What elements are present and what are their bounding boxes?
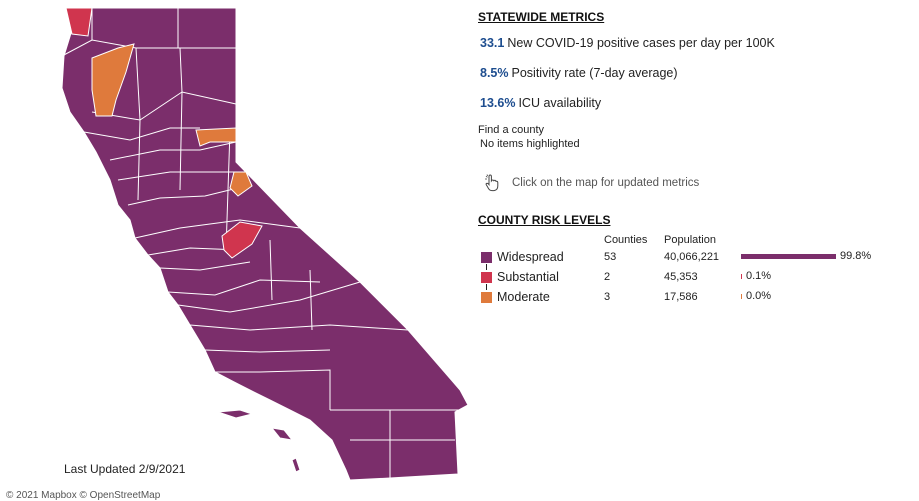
- risk-population: 40,066,221: [664, 251, 720, 263]
- metric-positivity-label: Positivity rate (7-day average): [511, 66, 678, 80]
- county-sierra[interactable]: [195, 127, 237, 147]
- risk-percent: 0.1%: [746, 270, 772, 282]
- statewide-metrics-heading: STATEWIDE METRICS: [478, 10, 605, 24]
- metric-positivity-value: 8.5%: [480, 66, 509, 80]
- risk-label: Substantial: [497, 270, 559, 284]
- substantial-swatch: [481, 272, 492, 283]
- risk-row-moderate[interactable]: Moderate 3 17,586 0.0%: [476, 290, 916, 306]
- find-county-field[interactable]: No items highlighted: [480, 138, 580, 150]
- county-del-norte[interactable]: [65, 7, 93, 37]
- find-county-label: Find a county: [478, 124, 545, 136]
- county-risk-heading: COUNTY RISK LEVELS: [478, 213, 611, 227]
- last-updated: Last Updated 2/9/2021: [64, 462, 186, 476]
- col-population: Population: [664, 234, 716, 246]
- risk-percent: 99.8%: [840, 250, 872, 262]
- hand-pointer-icon: [484, 174, 500, 192]
- moderate-swatch: [481, 292, 492, 303]
- highlighted-counties[interactable]: [65, 7, 263, 259]
- county-trinity[interactable]: [91, 43, 135, 117]
- map-hint: Click on the map for updated metrics: [484, 174, 699, 192]
- metric-icu-label: ICU availability: [518, 96, 602, 110]
- risk-count: 53: [604, 251, 617, 263]
- risk-population-bar: [741, 254, 836, 259]
- risk-row-substantial[interactable]: Substantial 2 45,353 0.1%: [476, 270, 916, 286]
- risk-label: Moderate: [497, 290, 550, 304]
- risk-population: 45,353: [664, 271, 698, 283]
- metrics-panel: STATEWIDE METRICS 33.1 New COVID-19 posit…: [476, 0, 916, 499]
- row-divider-tick: [486, 284, 487, 290]
- risk-count: 3: [604, 291, 611, 303]
- risk-label: Widespread: [497, 250, 564, 264]
- county-alpine[interactable]: [229, 171, 253, 197]
- metric-icu: 13.6% ICU availability: [480, 96, 601, 110]
- col-counties: Counties: [604, 234, 648, 246]
- island-santa-cruz[interactable]: [217, 409, 254, 419]
- row-divider-tick: [486, 264, 487, 270]
- metric-positivity: 8.5% Positivity rate (7-day average): [480, 66, 678, 80]
- island-santa-catalina[interactable]: [270, 427, 294, 441]
- metric-case-rate: 33.1 New COVID-19 positive cases per day …: [480, 36, 775, 50]
- map-hint-text: Click on the map for updated metrics: [512, 177, 700, 189]
- state-outline[interactable]: [61, 7, 469, 481]
- metric-icu-value: 13.6%: [480, 96, 516, 110]
- california-shape[interactable]: [61, 7, 469, 481]
- county-mariposa[interactable]: [221, 221, 263, 259]
- risk-population-bar: [741, 294, 742, 299]
- county-boundaries: [61, 8, 460, 478]
- risk-population-bar: [741, 274, 742, 279]
- risk-count: 2: [604, 271, 611, 283]
- metric-case-rate-label: New COVID-19 positive cases per day per …: [507, 36, 775, 50]
- california-county-map[interactable]: [0, 0, 470, 499]
- island-san-clemente[interactable]: [291, 457, 301, 473]
- risk-percent: 0.0%: [746, 290, 772, 302]
- risk-population: 17,586: [664, 291, 698, 303]
- map-canvas[interactable]: [0, 0, 470, 499]
- widespread-swatch: [481, 252, 492, 263]
- metric-case-rate-value: 33.1: [480, 36, 505, 50]
- map-attribution[interactable]: © 2021 Mapbox © OpenStreetMap: [6, 490, 161, 501]
- risk-row-widespread[interactable]: Widespread 53 40,066,221 99.8%: [476, 250, 916, 266]
